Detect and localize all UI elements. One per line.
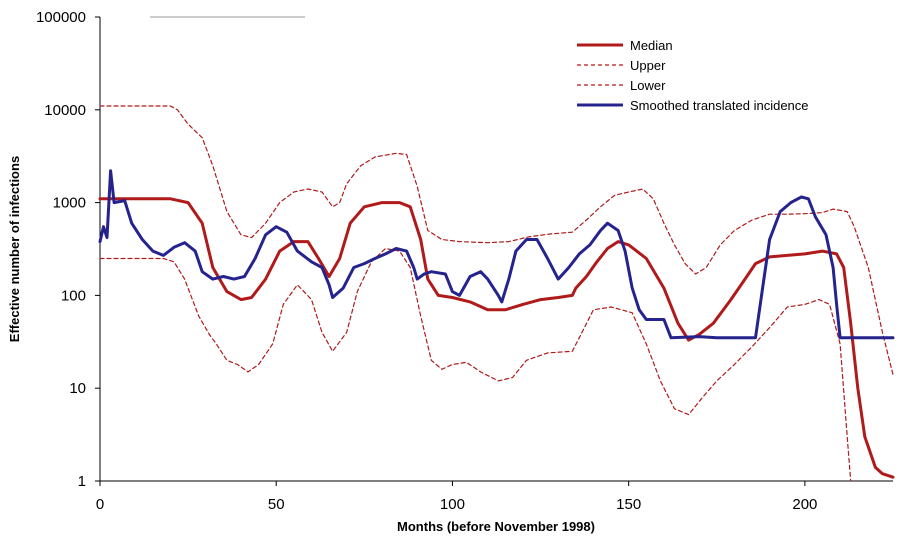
x-tick-label: 50 <box>268 496 285 513</box>
y-tick-label: 100000 <box>36 9 86 26</box>
legend-label: Lower <box>630 78 666 93</box>
y-tick-label: 10000 <box>44 102 86 119</box>
x-tick-label: 150 <box>616 496 641 513</box>
y-tick-label: 1000 <box>53 195 86 212</box>
legend: Median Upper Lower Smoothed translated inci… <box>577 38 809 113</box>
series-line-median <box>98 197 895 479</box>
legend-label: Upper <box>630 58 666 73</box>
y-axis-ticks: 1 10 100 1000 10000 100000 <box>36 9 100 490</box>
y-tick-label: 1 <box>78 473 86 490</box>
x-tick-label: 200 <box>792 496 817 513</box>
series-line-upper <box>99 105 894 376</box>
series-layer <box>98 105 895 482</box>
series-line-smoothed-translated-incidence <box>98 169 895 340</box>
y-axis-title: Effective number of infections <box>7 156 22 342</box>
plot-area: 1 10 100 1000 10000 100000 0 50 100 150 200 <box>36 9 895 513</box>
y-tick-label: 10 <box>69 380 86 397</box>
x-tick-label: 0 <box>96 496 104 513</box>
y-tick-label: 100 <box>61 287 86 304</box>
x-axis-title: Months (before November 1998) <box>397 519 595 534</box>
series-line-lower <box>99 247 852 482</box>
legend-label: Smoothed translated incidence <box>630 98 809 113</box>
legend-label: Median <box>630 38 673 53</box>
x-axis-ticks: 0 50 100 150 200 <box>96 481 817 513</box>
x-tick-label: 100 <box>440 496 465 513</box>
